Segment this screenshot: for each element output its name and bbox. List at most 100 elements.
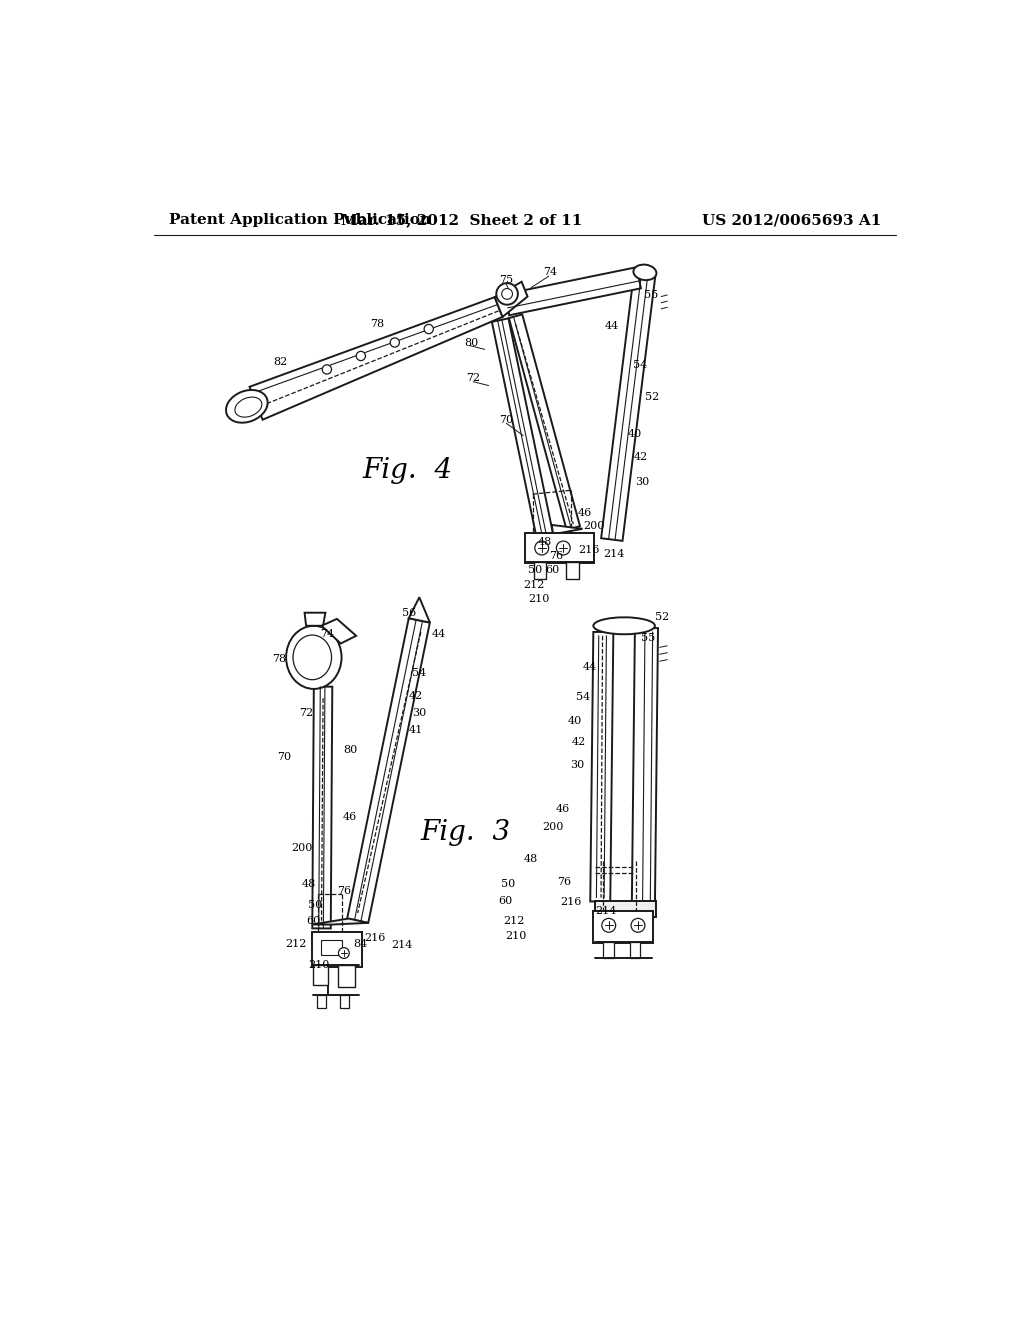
- FancyBboxPatch shape: [524, 533, 594, 564]
- Polygon shape: [505, 267, 641, 315]
- Polygon shape: [492, 318, 553, 537]
- Ellipse shape: [286, 626, 342, 689]
- FancyBboxPatch shape: [311, 932, 361, 966]
- Polygon shape: [537, 525, 583, 537]
- Text: 84: 84: [353, 939, 368, 949]
- Text: 72: 72: [466, 372, 480, 383]
- Text: 76: 76: [549, 550, 563, 561]
- Text: 54: 54: [413, 668, 426, 677]
- Text: 60: 60: [499, 896, 513, 906]
- FancyBboxPatch shape: [321, 940, 342, 956]
- Text: 48: 48: [302, 879, 316, 888]
- Polygon shape: [250, 297, 503, 420]
- Text: 75: 75: [500, 275, 513, 285]
- Text: 46: 46: [578, 508, 592, 517]
- Text: 214: 214: [596, 907, 617, 916]
- Text: 74: 74: [319, 630, 334, 639]
- Polygon shape: [312, 686, 333, 928]
- Text: 44: 44: [431, 630, 445, 639]
- Text: 78: 78: [370, 319, 384, 329]
- Text: 60: 60: [546, 565, 560, 574]
- Ellipse shape: [226, 389, 267, 422]
- FancyBboxPatch shape: [339, 965, 355, 987]
- Text: 200: 200: [584, 521, 605, 532]
- Circle shape: [556, 541, 570, 554]
- Text: 44: 44: [583, 661, 597, 672]
- Text: 30: 30: [570, 760, 585, 770]
- FancyBboxPatch shape: [566, 562, 579, 578]
- Text: 60: 60: [307, 916, 321, 925]
- Circle shape: [339, 948, 349, 958]
- Circle shape: [535, 541, 549, 554]
- Circle shape: [502, 289, 512, 300]
- Ellipse shape: [293, 635, 332, 680]
- Polygon shape: [495, 281, 527, 317]
- Text: Mar. 15, 2012  Sheet 2 of 11: Mar. 15, 2012 Sheet 2 of 11: [341, 213, 583, 227]
- Text: 214: 214: [391, 940, 413, 950]
- FancyBboxPatch shape: [603, 942, 614, 958]
- Text: 76: 76: [338, 887, 351, 896]
- Text: 50: 50: [308, 900, 323, 911]
- Text: US 2012/0065693 A1: US 2012/0065693 A1: [701, 213, 882, 227]
- Text: 50: 50: [501, 879, 515, 888]
- Text: 74: 74: [543, 268, 557, 277]
- Text: 56: 56: [402, 607, 417, 618]
- Text: 212: 212: [286, 939, 307, 949]
- Polygon shape: [632, 628, 658, 906]
- Text: 42: 42: [634, 453, 648, 462]
- Text: 46: 46: [555, 804, 569, 814]
- Text: 70: 70: [500, 416, 513, 425]
- Text: 55: 55: [644, 290, 658, 301]
- Text: 42: 42: [409, 690, 423, 701]
- Text: 210: 210: [308, 961, 330, 970]
- Polygon shape: [595, 902, 656, 917]
- Ellipse shape: [593, 618, 655, 635]
- Circle shape: [424, 325, 433, 334]
- Text: Fig.  3: Fig. 3: [421, 818, 511, 846]
- Text: 40: 40: [628, 429, 642, 440]
- Text: 48: 48: [538, 537, 552, 546]
- Text: 210: 210: [505, 931, 526, 941]
- Text: 200: 200: [291, 842, 312, 853]
- Polygon shape: [409, 597, 430, 623]
- Polygon shape: [590, 632, 613, 902]
- Text: 76: 76: [557, 878, 571, 887]
- Circle shape: [631, 919, 645, 932]
- Text: 30: 30: [413, 708, 426, 718]
- Text: 52: 52: [654, 611, 669, 622]
- Text: 55: 55: [641, 634, 655, 643]
- Text: 30: 30: [636, 477, 650, 487]
- Text: Fig.  4: Fig. 4: [362, 457, 453, 483]
- Circle shape: [497, 284, 518, 305]
- FancyBboxPatch shape: [630, 942, 640, 958]
- FancyBboxPatch shape: [313, 965, 329, 985]
- Text: Patent Application Publication: Patent Application Publication: [169, 213, 431, 227]
- Text: 82: 82: [273, 358, 288, 367]
- Polygon shape: [601, 271, 655, 541]
- Text: 42: 42: [571, 737, 586, 747]
- Text: 46: 46: [343, 812, 357, 822]
- Ellipse shape: [634, 264, 656, 280]
- Text: 41: 41: [409, 725, 423, 735]
- Text: 54: 54: [633, 360, 647, 370]
- Text: 70: 70: [278, 752, 292, 763]
- Text: 216: 216: [365, 933, 386, 942]
- Text: 210: 210: [528, 594, 549, 603]
- Text: 80: 80: [464, 338, 478, 348]
- Text: 216: 216: [578, 545, 599, 554]
- Polygon shape: [312, 919, 369, 924]
- Circle shape: [323, 364, 332, 374]
- Polygon shape: [347, 618, 430, 923]
- Polygon shape: [509, 314, 580, 529]
- FancyBboxPatch shape: [316, 995, 326, 1008]
- Text: 44: 44: [605, 321, 618, 331]
- Text: 214: 214: [603, 549, 625, 560]
- Text: 78: 78: [272, 653, 287, 664]
- Text: 216: 216: [560, 898, 582, 907]
- Circle shape: [602, 919, 615, 932]
- Circle shape: [356, 351, 366, 360]
- FancyBboxPatch shape: [535, 562, 547, 578]
- Text: 212: 212: [504, 916, 524, 925]
- Text: 80: 80: [343, 744, 357, 755]
- Text: 50: 50: [527, 565, 542, 574]
